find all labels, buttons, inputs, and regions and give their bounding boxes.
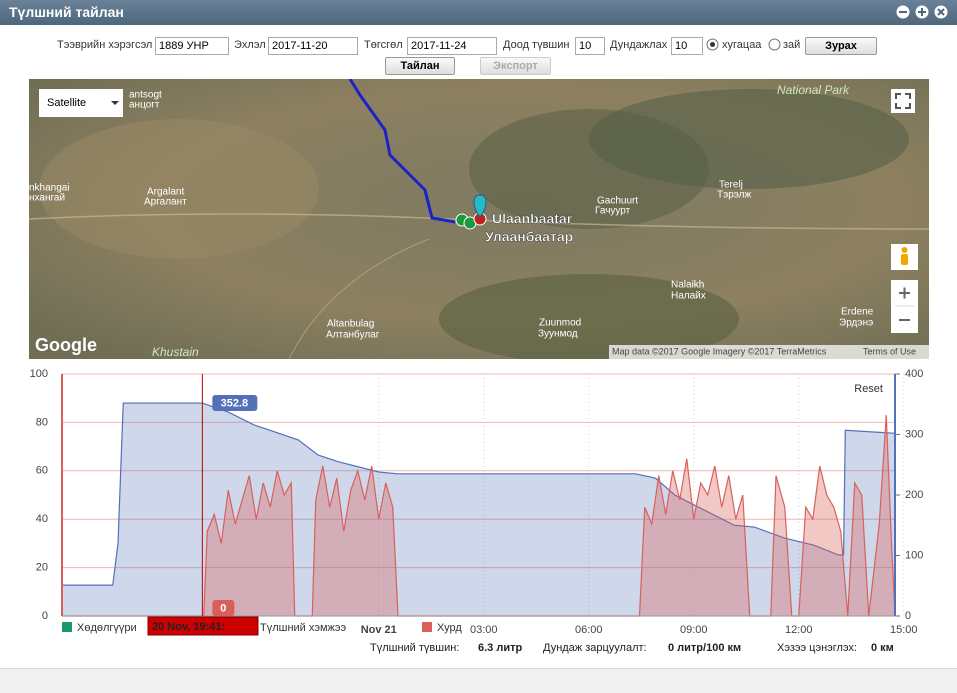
x-tick-label: 06:00: [575, 624, 603, 636]
x-tick-label: 12:00: [785, 624, 813, 636]
window-title: Түлшний тайлан: [9, 4, 124, 20]
series-line: [62, 415, 896, 617]
x-tick-label: 15:00: [890, 624, 918, 636]
map-label: Argalant: [147, 187, 184, 198]
footer-text: Дундаж зарцуулалт:: [543, 642, 647, 654]
footer-text: Түлшний түвшин:: [370, 642, 460, 654]
map-attribution: Map data ©2017 Google Imagery ©2017 Terr…: [612, 346, 827, 356]
y2-tick-label: 400: [905, 368, 923, 380]
x-tick-label: 09:00: [680, 624, 708, 636]
y-tick-label: 60: [36, 465, 48, 477]
y-tick-label: 100: [30, 368, 48, 380]
radio-dist[interactable]: [768, 38, 781, 51]
footer-text: 6.3 литр: [478, 642, 523, 654]
y2-tick-label: 100: [905, 549, 923, 561]
map-label: Аргалант: [144, 197, 187, 208]
map-label: Ulaanbaatar: [492, 211, 573, 227]
x-tick-label: 03:00: [470, 624, 498, 636]
draw-button[interactable]: Зурах: [805, 37, 877, 55]
map-logo: Google: [35, 335, 97, 355]
end-input[interactable]: 2017-11-24: [407, 37, 497, 55]
label: Доод түвшин: [503, 39, 570, 51]
label: Эхлэл: [234, 39, 266, 51]
map-label: Altanbulag: [327, 319, 374, 330]
map-label: Улаанбаатар: [485, 229, 573, 245]
label: Тээврийн хэрэгсэл: [57, 39, 153, 51]
label: хугацаа: [722, 39, 762, 51]
y2-tick-label: 300: [905, 428, 923, 440]
radio-time[interactable]: [706, 38, 719, 51]
series-line: [62, 402, 896, 586]
x-tick-label: Nov 21: [361, 624, 397, 636]
y2-tick-label: 200: [905, 489, 923, 501]
footer-text: 0 литр/100 км: [668, 642, 742, 654]
footer-text: Хэзээ цэнэглэх:: [777, 642, 857, 654]
map-label: Гачуурт: [595, 206, 631, 217]
min-input[interactable]: 10: [575, 37, 605, 55]
map-label: Тэрэлж: [717, 190, 751, 201]
map-type-control[interactable]: [39, 89, 123, 117]
map-label: Zuunmod: [539, 318, 581, 329]
series-area: [62, 403, 895, 616]
reset-button[interactable]: Reset: [854, 383, 883, 395]
map-label: Nalaikh: [671, 280, 704, 291]
label: Төгсгөл: [364, 39, 403, 51]
legend-label[interactable]: Хурд: [437, 622, 462, 634]
tooltip-box: [212, 600, 235, 616]
vehicle-input[interactable]: 1889 УНР: [155, 37, 229, 55]
legend-label[interactable]: Түлшний хэмжээ: [260, 622, 347, 634]
y2-tick-label: 0: [905, 610, 911, 622]
map-type[interactable]: Satellite: [47, 97, 86, 109]
map-label: Алтанбулаг: [326, 329, 380, 341]
legend-swatch: [422, 622, 432, 632]
legend-swatch: [62, 622, 72, 632]
label: зай: [783, 39, 801, 51]
map-label: Gachuurt: [597, 196, 638, 207]
status-bar: [0, 668, 957, 693]
map-label: Erdene: [841, 307, 874, 318]
tooltip-speed: 0: [220, 602, 226, 614]
tooltip-time: 20 Nov, 19:41:: [152, 621, 225, 633]
chart: 0 20 40 60 80 100 0 100 200 300 400 Nov 21 03:00 06:0…: [30, 368, 924, 636]
map-label: анцогт: [129, 100, 160, 111]
y-tick-label: 40: [36, 513, 48, 525]
map-label: antsogt: [129, 90, 162, 101]
tooltip-fuel: 352.8: [221, 397, 249, 409]
label: Дундажлах: [610, 39, 668, 51]
map-label: Khustain: [152, 345, 199, 359]
footer-text: 0 км: [871, 642, 894, 654]
title-bar: Түлшний тайлан: [0, 0, 957, 25]
y-tick-label: 80: [36, 416, 48, 428]
map-label: Налайх: [671, 291, 706, 302]
series-area: [62, 415, 895, 616]
map-terms[interactable]: Terms of Use: [863, 346, 916, 356]
map-label: Эрдэнэ: [839, 318, 873, 329]
legend-label[interactable]: Хөдөлгүүри: [77, 622, 137, 634]
map-label: Terelj: [719, 180, 743, 191]
start-input[interactable]: 2017-11-20: [268, 37, 358, 55]
y-tick-label: 20: [36, 562, 48, 574]
report-button[interactable]: Тайлан: [385, 57, 455, 75]
export-button[interactable]: Экспорт: [480, 57, 551, 75]
tooltip-time-box: [147, 616, 259, 636]
map-label: нхангай: [29, 193, 65, 204]
map-label: Зуунмод: [538, 329, 578, 340]
window-controls[interactable]: [895, 4, 953, 20]
map-label: National Park: [777, 83, 850, 97]
y-tick-label: 0: [42, 610, 48, 622]
fullscreen-button[interactable]: [891, 89, 915, 113]
avg-input[interactable]: 10: [671, 37, 703, 55]
tooltip-box: [212, 395, 258, 411]
map-label: nkhangai: [29, 183, 70, 194]
